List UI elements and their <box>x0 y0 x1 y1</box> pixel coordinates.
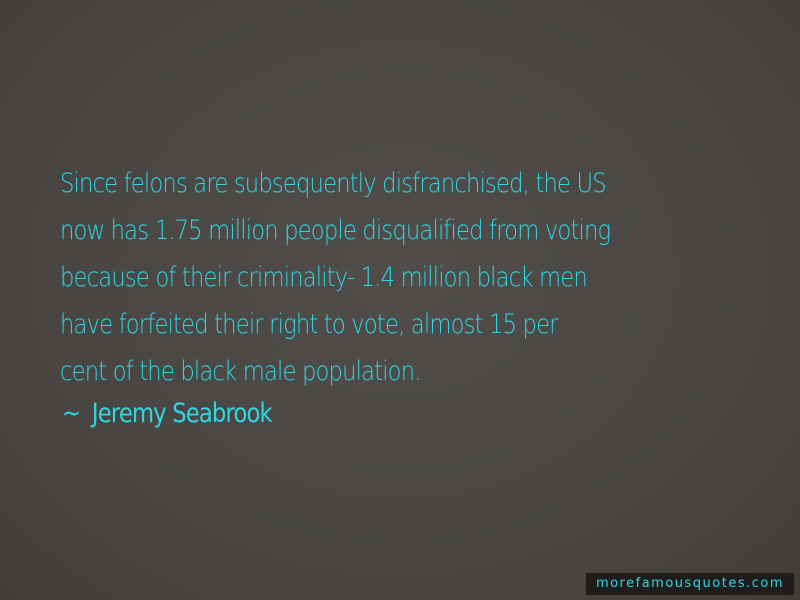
quote-line: have forfeited their right to vote, almo… <box>60 309 559 340</box>
quote-line: Since felons are subsequently disfranchi… <box>60 168 607 199</box>
author-prefix: ~ <box>62 398 81 429</box>
author-name: Jeremy Seabrook <box>91 398 273 429</box>
quote-line: cent of the black male population. <box>60 356 421 387</box>
quote-text: Since felons are subsequently disfranchi… <box>60 160 648 395</box>
quote-author: ~ Jeremy Seabrook <box>62 390 273 437</box>
quote-line: because of their criminality- 1.4 millio… <box>60 262 588 293</box>
quote-line: now has 1.75 million people disqualified… <box>60 215 611 246</box>
site-watermark: morefamousquotes.com <box>585 573 794 595</box>
